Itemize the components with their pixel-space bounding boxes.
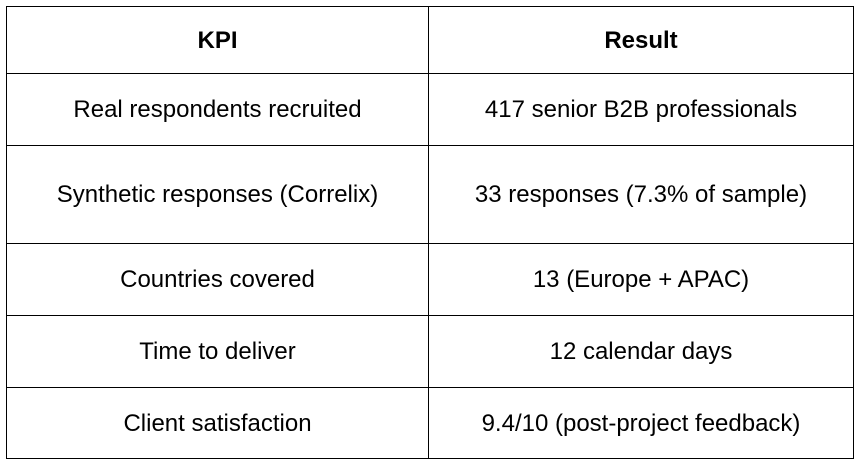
- kpi-table: KPI Result Real respondents recruited 41…: [6, 6, 854, 459]
- result-cell: 417 senior B2B professionals: [428, 73, 854, 146]
- kpi-cell: Real respondents recruited: [6, 73, 429, 146]
- result-cell: 12 calendar days: [428, 315, 854, 388]
- table-row: Synthetic responses (Correlix) 33 respon…: [6, 145, 854, 244]
- kpi-cell: Synthetic responses (Correlix): [6, 145, 429, 244]
- table-header-row: KPI Result: [6, 6, 854, 74]
- column-header-kpi: KPI: [6, 6, 429, 74]
- result-cell: 33 responses (7.3% of sample): [428, 145, 854, 244]
- kpi-cell: Countries covered: [6, 243, 429, 316]
- kpi-cell: Client satisfaction: [6, 387, 429, 459]
- result-cell: 13 (Europe + APAC): [428, 243, 854, 316]
- table-row: Time to deliver 12 calendar days: [6, 315, 854, 388]
- result-cell: 9.4/10 (post-project feedback): [428, 387, 854, 459]
- table-row: Client satisfaction 9.4/10 (post-project…: [6, 387, 854, 459]
- column-header-result: Result: [428, 6, 854, 74]
- table-row: Countries covered 13 (Europe + APAC): [6, 243, 854, 316]
- kpi-cell: Time to deliver: [6, 315, 429, 388]
- table-row: Real respondents recruited 417 senior B2…: [6, 73, 854, 146]
